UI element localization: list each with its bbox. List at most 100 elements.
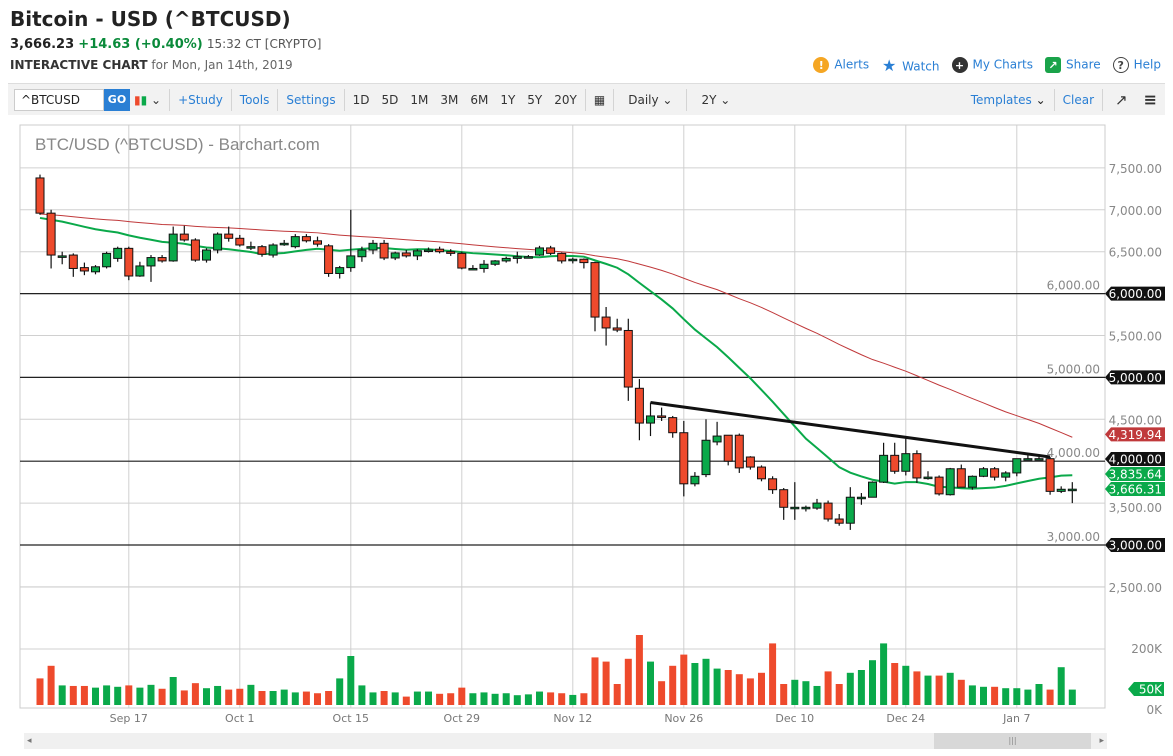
- chart-subtitle-label: INTERACTIVE CHART: [10, 58, 148, 72]
- candle-body: [457, 252, 467, 269]
- ma50-line: [39, 213, 1073, 438]
- link-watch[interactable]: ★ Watch: [881, 56, 940, 75]
- alert-icon: !: [813, 57, 830, 74]
- study-button[interactable]: +Study: [178, 92, 223, 107]
- range-6m[interactable]: 6M: [470, 92, 489, 107]
- link-label: My Charts: [972, 57, 1034, 72]
- x-tick-label: Jan 7: [1002, 712, 1030, 725]
- candle-body: [1001, 472, 1011, 478]
- y-tick-label: 2,500.00: [1109, 581, 1162, 595]
- volume-bar: [413, 691, 421, 705]
- range-1y[interactable]: 1Y: [500, 92, 516, 107]
- volume-bar: [824, 671, 832, 705]
- candle-body: [202, 249, 211, 261]
- volume-bar: [935, 675, 943, 705]
- volume-bar: [513, 695, 521, 705]
- settings-button[interactable]: Settings: [286, 92, 336, 107]
- range-5d[interactable]: 5D: [381, 92, 399, 107]
- link-label: Share: [1066, 57, 1101, 72]
- candle-body: [701, 439, 711, 476]
- x-tick-label: Oct 1: [225, 712, 255, 725]
- link-label: Watch: [902, 59, 940, 74]
- candle-body: [523, 256, 533, 259]
- quote-time: 15:32 CT [CRYPTO]: [206, 37, 322, 51]
- link-my-charts[interactable]: + My Charts: [951, 57, 1034, 74]
- x-tick-label: Sep 17: [110, 712, 148, 725]
- range-20y[interactable]: 20Y: [554, 92, 577, 107]
- volume-bar: [680, 654, 688, 705]
- chart-toolbar: ^BTCUSD GO ▮▮ ⌄ +Study Tools Settings 1D…: [8, 83, 1165, 115]
- candle-body: [235, 237, 245, 246]
- go-button[interactable]: GO: [104, 88, 130, 111]
- volume-bar: [269, 691, 277, 705]
- candle-body: [257, 246, 267, 255]
- chart-type-dropdown[interactable]: ▮▮ ⌄: [134, 92, 162, 107]
- candle-body: [224, 233, 234, 239]
- candle-body: [1067, 488, 1077, 492]
- volume-bar: [358, 685, 366, 705]
- candle-body: [290, 236, 300, 248]
- price-label-box: [1105, 452, 1165, 466]
- volume-bar: [658, 681, 666, 705]
- candle-body: [601, 316, 611, 329]
- x-tick-label: Nov 26: [664, 712, 703, 725]
- range-1d[interactable]: 1D: [352, 92, 370, 107]
- candle-body: [379, 242, 389, 259]
- volume-bar: [1024, 689, 1032, 705]
- candlestick-icon-up: ▮: [140, 92, 148, 107]
- period-dropdown[interactable]: 2Y ⌄: [701, 92, 731, 107]
- volume-bar: [758, 672, 765, 705]
- interval-dropdown[interactable]: Daily ⌄: [628, 92, 673, 107]
- volume-bar: [114, 686, 122, 705]
- candle-body: [401, 252, 411, 257]
- scroll-left-icon[interactable]: ◂: [27, 736, 32, 746]
- y-tick-label: 3,000.00: [1047, 530, 1100, 544]
- candle-body: [68, 254, 78, 269]
- link-alerts[interactable]: ! Alerts: [813, 57, 869, 74]
- price-label-box: [1105, 538, 1165, 552]
- y-tick-label: 5,500.00: [1109, 330, 1162, 344]
- volume-bar: [169, 677, 177, 705]
- range-3m[interactable]: 3M: [440, 92, 459, 107]
- candle-body: [168, 233, 178, 262]
- volume-bar: [724, 670, 732, 705]
- tools-button[interactable]: Tools: [239, 92, 270, 107]
- volume-bar: [369, 692, 377, 705]
- price-marker-label: 4,319.94: [1109, 428, 1162, 442]
- help-icon: ?: [1112, 57, 1129, 74]
- y-tick-label: 3,500.00: [1109, 501, 1162, 515]
- candle-body: [213, 233, 223, 251]
- scroll-right-icon[interactable]: ▸: [1099, 736, 1104, 746]
- clear-button[interactable]: Clear: [1062, 92, 1095, 107]
- volume-bar: [857, 670, 865, 705]
- candle-body: [990, 468, 1000, 478]
- candle-body: [1056, 488, 1066, 492]
- candle-body: [890, 454, 900, 472]
- candle-body: [390, 252, 400, 259]
- candle-body: [1045, 458, 1055, 492]
- menu-icon[interactable]: ≡: [1143, 90, 1157, 109]
- price-label-box: [1105, 370, 1165, 385]
- range-1m[interactable]: 1M: [410, 92, 429, 107]
- scrollbar-thumb[interactable]: |||: [934, 733, 1091, 749]
- x-tick-label: Oct 15: [333, 712, 370, 725]
- candle-body: [102, 252, 112, 268]
- chart-scrollbar[interactable]: ◂ ||| ▸: [24, 733, 1107, 749]
- calendar-icon[interactable]: ▦: [593, 92, 606, 107]
- candle-body: [301, 236, 311, 242]
- expand-icon[interactable]: ↗: [1115, 90, 1128, 109]
- symbol-input[interactable]: ^BTCUSD: [14, 88, 104, 111]
- range-5y[interactable]: 5Y: [527, 92, 543, 107]
- templates-dropdown[interactable]: Templates ⌄: [970, 92, 1046, 107]
- candle-body: [790, 506, 800, 510]
- volume-bar: [1035, 684, 1043, 705]
- link-share[interactable]: ↗ Share: [1045, 57, 1101, 74]
- price-label-box: [1105, 286, 1165, 301]
- volume-tick-label: 0K: [1146, 703, 1163, 717]
- link-help[interactable]: ? Help: [1112, 57, 1161, 74]
- candle-body: [690, 475, 700, 485]
- candle-body: [91, 266, 100, 273]
- candle-body: [246, 246, 256, 249]
- volume-bar: [613, 684, 621, 705]
